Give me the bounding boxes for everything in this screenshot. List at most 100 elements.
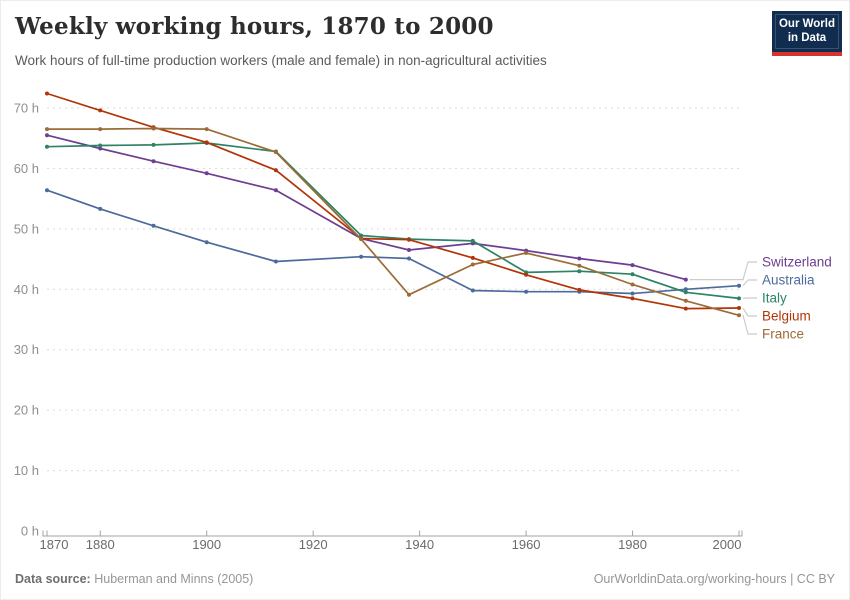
data-point-france-1880[interactable]	[98, 127, 103, 132]
legend-connector-australia	[742, 279, 757, 287]
y-tick-label-70h: 70 h	[14, 101, 39, 116]
data-point-france-1950[interactable]	[470, 262, 475, 267]
legend-label-australia[interactable]: Australia	[762, 273, 815, 288]
data-point-switzerland-1990[interactable]	[683, 277, 688, 282]
data-point-france-1913[interactable]	[273, 150, 278, 155]
data-point-belgium-1900[interactable]	[204, 140, 209, 145]
credit-line: OurWorldinData.org/working-hours | CC BY	[593, 572, 835, 586]
y-tick-label-60h: 60 h	[14, 161, 39, 176]
data-point-australia-1913[interactable]	[273, 259, 278, 264]
data-point-france-1870[interactable]	[45, 127, 49, 132]
data-point-italy-1929[interactable]	[359, 233, 364, 238]
data-point-belgium-2000[interactable]	[737, 306, 741, 310]
series-australia[interactable]: Australia	[45, 188, 815, 296]
data-point-belgium-1938[interactable]	[407, 237, 411, 242]
series-line-switzerland[interactable]	[46, 134, 687, 281]
x-axis-line	[42, 530, 743, 537]
y-tick-label-30h: 30 h	[14, 342, 39, 357]
legend-label-switzerland[interactable]: Switzerland	[762, 255, 832, 270]
series-france[interactable]: France	[45, 126, 804, 342]
data-point-australia-2000[interactable]	[737, 283, 741, 288]
chart-footer: Data source: Huberman and Minns (2005) O…	[15, 572, 835, 586]
data-source-label: Data source:	[15, 572, 91, 586]
legend-label-belgium[interactable]: Belgium	[762, 309, 811, 324]
series-switzerland[interactable]: Switzerland	[45, 133, 832, 282]
data-point-switzerland-1970[interactable]	[577, 256, 582, 261]
data-point-australia-1950[interactable]	[470, 288, 475, 293]
legend-connector-france	[742, 315, 757, 335]
data-point-italy-1990[interactable]	[683, 290, 688, 295]
data-point-belgium-1950[interactable]	[470, 255, 475, 260]
data-point-belgium-1870[interactable]	[45, 91, 49, 96]
data-point-belgium-1970[interactable]	[577, 287, 582, 292]
data-point-belgium-1880[interactable]	[98, 108, 103, 113]
data-point-switzerland-1890[interactable]	[151, 159, 156, 164]
data-point-australia-1960[interactable]	[524, 289, 529, 294]
data-point-belgium-1960[interactable]	[524, 272, 529, 277]
page-subtitle: Work hours of full-time production worke…	[15, 53, 547, 68]
data-point-australia-1929[interactable]	[359, 254, 364, 259]
data-point-italy-1950[interactable]	[470, 238, 475, 243]
data-point-switzerland-1938[interactable]	[407, 248, 411, 252]
data-point-switzerland-1900[interactable]	[204, 171, 209, 176]
data-point-italy-2000[interactable]	[737, 296, 741, 301]
x-tick-label-2000: 2000	[713, 537, 742, 552]
data-point-france-1890[interactable]	[151, 126, 156, 131]
data-point-france-1970[interactable]	[577, 263, 582, 268]
x-tick-label-1960: 1960	[512, 537, 541, 552]
y-tick-label-10h: 10 h	[14, 463, 39, 478]
data-point-france-1990[interactable]	[683, 298, 688, 303]
owid-logo-line1: Our World	[778, 17, 835, 30]
data-point-australia-1900[interactable]	[204, 240, 209, 245]
x-tick-label-1940: 1940	[405, 537, 434, 552]
owid-logo-line2: in Data	[787, 31, 827, 44]
data-point-italy-1880[interactable]	[98, 143, 103, 148]
owid-logo: Our World in Data	[772, 11, 842, 56]
y-tick-label-40h: 40 h	[14, 282, 39, 297]
data-point-australia-1980[interactable]	[630, 291, 635, 296]
data-point-switzerland-1913[interactable]	[273, 188, 278, 193]
data-point-france-1938[interactable]	[407, 292, 411, 297]
y-tick-label-0h: 0 h	[21, 524, 39, 539]
y-tick-label-20h: 20 h	[14, 403, 39, 418]
data-point-france-1900[interactable]	[204, 127, 209, 132]
data-point-australia-1880[interactable]	[98, 206, 103, 211]
data-point-france-1960[interactable]	[524, 251, 529, 255]
data-point-france-2000[interactable]	[737, 313, 741, 318]
data-point-belgium-1980[interactable]	[630, 296, 635, 301]
data-point-australia-1870[interactable]	[45, 188, 49, 193]
page-title: Weekly working hours, 1870 to 2000	[15, 13, 494, 40]
data-point-italy-1870[interactable]	[45, 144, 49, 149]
data-point-france-1980[interactable]	[630, 282, 635, 287]
x-tick-label-1980: 1980	[618, 537, 647, 552]
x-tick-label-1900: 1900	[192, 537, 221, 552]
data-point-france-1929[interactable]	[359, 237, 364, 242]
data-point-switzerland-1880[interactable]	[98, 146, 103, 151]
data-point-australia-1938[interactable]	[407, 256, 411, 261]
x-tick-label-1870: 1870	[40, 537, 69, 552]
y-tick-label-50h: 50 h	[14, 221, 39, 236]
series-italy[interactable]: Italy	[45, 141, 787, 306]
data-point-italy-1890[interactable]	[151, 142, 156, 147]
x-tick-label-1920: 1920	[299, 537, 328, 552]
owid-logo-text: Our World in Data	[775, 14, 839, 49]
data-source-value: Huberman and Minns (2005)	[94, 572, 254, 586]
data-point-italy-1980[interactable]	[630, 272, 635, 277]
legend-connector-switzerland	[689, 261, 757, 281]
series-line-france[interactable]	[46, 127, 740, 317]
data-point-italy-1970[interactable]	[577, 269, 582, 274]
legend-label-france[interactable]: France	[762, 327, 804, 342]
x-tick-label-1880: 1880	[86, 537, 115, 552]
legend-connector-belgium	[742, 307, 757, 317]
data-point-switzerland-1870[interactable]	[45, 133, 49, 138]
data-point-australia-1890[interactable]	[151, 223, 156, 228]
data-point-australia-1990[interactable]	[683, 287, 688, 292]
data-point-switzerland-1980[interactable]	[630, 263, 635, 268]
data-point-belgium-1990[interactable]	[683, 306, 688, 311]
data-source: Data source: Huberman and Minns (2005)	[15, 572, 253, 586]
series-line-australia[interactable]	[46, 189, 740, 295]
data-point-belgium-1913[interactable]	[273, 168, 278, 173]
legend-label-italy[interactable]: Italy	[762, 291, 787, 306]
